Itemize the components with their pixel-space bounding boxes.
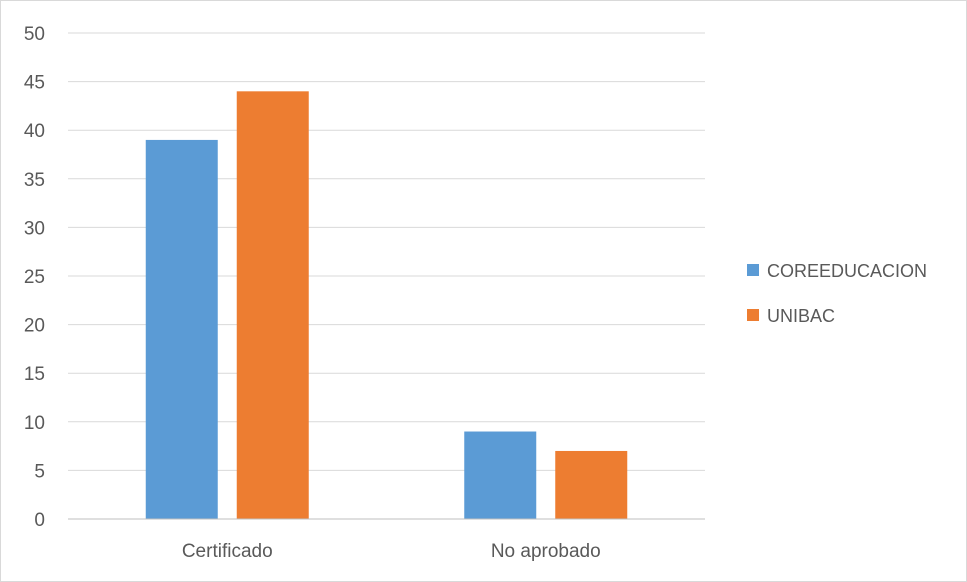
- y-tick-label: 40: [24, 121, 45, 142]
- legend-swatch: [747, 309, 759, 321]
- y-tick-label: 45: [24, 73, 45, 94]
- legend-label: UNIBAC: [767, 306, 835, 326]
- y-tick-label: 0: [34, 510, 45, 531]
- x-category-label: Certificado: [182, 541, 273, 562]
- y-tick-label: 5: [34, 461, 45, 482]
- y-tick-label: 35: [24, 170, 45, 191]
- bar-coreeducacion-certificado: [145, 139, 218, 520]
- x-category-label: No aprobado: [491, 541, 601, 562]
- legend-label: COREEDUCACION: [767, 261, 927, 281]
- y-tick-label: 25: [24, 267, 45, 288]
- bar-unibac-no-aprobado: [555, 450, 628, 519]
- y-tick-label: 15: [24, 364, 45, 385]
- y-tick-label: 10: [24, 413, 45, 434]
- legend-swatch: [747, 264, 759, 276]
- legend: COREEDUCACION UNIBAC: [747, 261, 927, 326]
- y-axis-ticks: 0 5 10 15 20 25 30 35 40 45 50: [24, 24, 45, 531]
- x-axis: Certificado No aprobado: [68, 518, 705, 562]
- y-tick-label: 30: [24, 218, 45, 239]
- bar-coreeducacion-no-aprobado: [464, 431, 537, 519]
- y-tick-label: 20: [24, 316, 45, 337]
- y-tick-label: 50: [24, 24, 45, 45]
- bars: [145, 91, 628, 520]
- bar-unibac-certificado: [236, 91, 309, 519]
